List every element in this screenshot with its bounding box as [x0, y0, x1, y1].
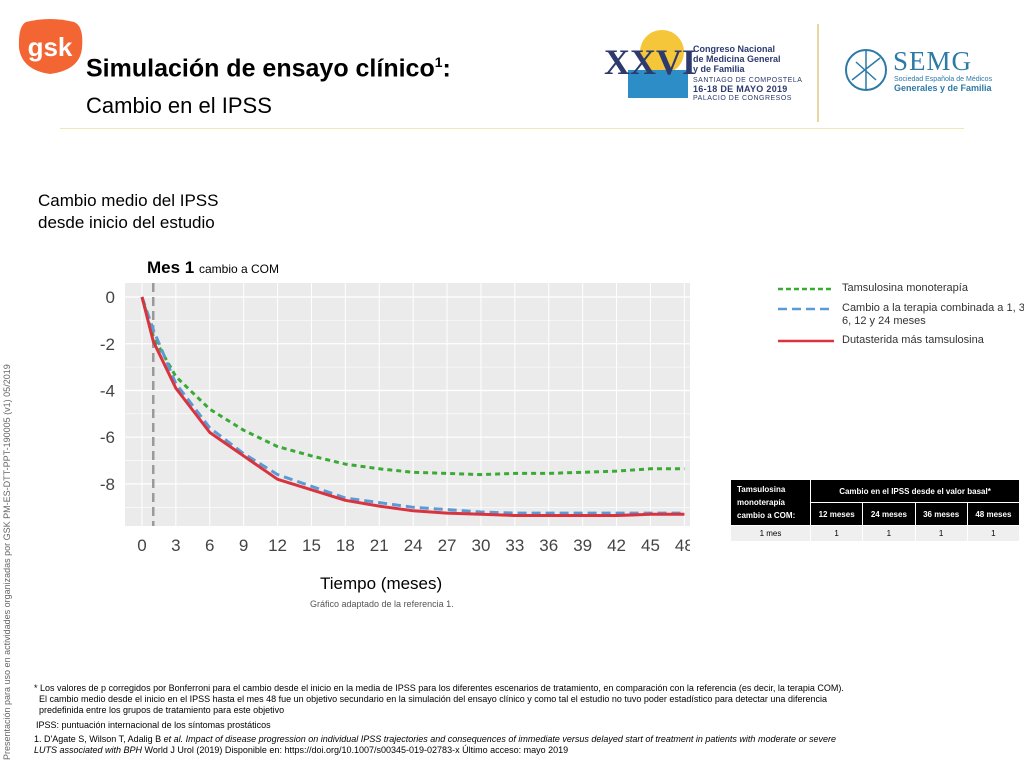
x-axis-title: Tiempo (meses) [320, 574, 443, 593]
y-tick-label: -8 [100, 475, 115, 494]
congress-logo: XXVI [604, 30, 696, 98]
x-tick-label: 6 [205, 536, 214, 555]
table-cell: 1 [914, 525, 968, 542]
y-tick-label: -2 [100, 335, 115, 354]
x-tick-label: 24 [404, 536, 423, 555]
x-tick-label: 9 [239, 536, 248, 555]
footnote-pvalues: * Los valores de p corregidos por Bonfer… [34, 683, 844, 715]
legend-swatch-dotted [778, 287, 834, 291]
series-line-2 [140, 296, 685, 517]
table-cell: 1 [966, 525, 1021, 542]
series-line-1 [140, 296, 685, 515]
chart-heading: Cambio medio del IPSS desde inicio del e… [38, 191, 219, 232]
x-tick-label: 39 [573, 536, 592, 555]
side-disclaimer: Presentación para uso en actividades org… [2, 364, 12, 760]
table-row-header: Tamsulosina monoterapía cambio a COM: [730, 479, 811, 526]
gsk-logo: gsk [18, 19, 83, 74]
semg-subtitle: Sociedad Española de Médicos Generales y… [894, 76, 993, 93]
congress-name: Congreso Nacional de Medicina General y … [693, 44, 781, 74]
reference: 1. D'Agate S, Wilson T, Adalig B et al. … [34, 734, 836, 755]
table-col-header: 48 meses [966, 502, 1021, 526]
x-tick-label: 45 [641, 536, 660, 555]
gsk-logo-text: gsk [28, 32, 73, 62]
x-tick-label: 0 [137, 536, 146, 555]
x-tick-label: 33 [505, 536, 524, 555]
ipss-definition: IPSS: puntuación internacional de los sí… [36, 720, 271, 730]
results-table: Tamsulosina monoterapía cambio a COM: Ca… [730, 479, 1021, 542]
table-cell: 1 [809, 525, 864, 542]
page-subtitle: Cambio en el IPSS [86, 93, 272, 118]
adapted-note: Gráfico adaptado de la referencia 1. [310, 599, 454, 609]
table-col-header: 12 meses [809, 502, 864, 526]
title-superscript: 1 [434, 54, 443, 70]
table-row: 1 mes 1 1 1 1 [730, 525, 1021, 542]
x-tick-label: 42 [607, 536, 626, 555]
series-line-0 [140, 296, 685, 477]
y-tick-label: -6 [100, 428, 115, 447]
ipss-line-chart: 0 3 6 9 12 15 18 21 24 27 30 33 36 39 42 45 480-2-4-6-8 [100, 273, 690, 555]
table-cell: 1 mes [730, 525, 811, 542]
table-group-header: Cambio en el IPSS desde el valor basal* [810, 479, 1020, 503]
legend-swatch-solid [778, 339, 834, 343]
x-tick-label: 36 [539, 536, 558, 555]
table-col-header: 24 meses [862, 502, 916, 526]
legend-swatch-dashed [778, 307, 834, 311]
table-cell: 1 [862, 525, 916, 542]
table-col-header: 36 meses [914, 502, 968, 526]
congress-numeral: XXVI [604, 42, 696, 82]
x-tick-label: 15 [302, 536, 321, 555]
semg-logo [845, 49, 887, 91]
x-tick-label: 27 [438, 536, 457, 555]
month1-annotation: Mes 1 cambio a COM [147, 258, 280, 277]
x-tick-label: 18 [336, 536, 355, 555]
x-tick-label: 48 [675, 536, 690, 555]
logo-divider [817, 24, 819, 122]
header-divider [60, 128, 964, 129]
y-tick-label: 0 [106, 288, 115, 307]
congress-details: SANTIAGO DE COMPOSTELA 16-18 DE MAYO 201… [693, 77, 803, 102]
x-tick-label: 3 [171, 536, 180, 555]
y-tick-label: -4 [100, 381, 115, 400]
semg-name: SEMG [893, 46, 973, 76]
x-tick-label: 21 [370, 536, 389, 555]
x-tick-label: 30 [471, 536, 490, 555]
plot-background [125, 283, 690, 526]
x-tick-label: 12 [268, 536, 287, 555]
page-title: Simulación de ensayo clínico1: [86, 54, 451, 83]
